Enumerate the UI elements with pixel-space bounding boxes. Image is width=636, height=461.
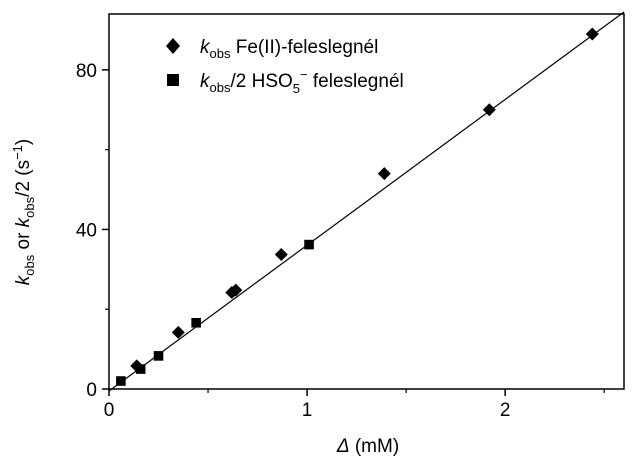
data-points xyxy=(116,27,599,386)
data-point-diamond xyxy=(377,167,391,181)
data-point-square xyxy=(135,364,146,374)
data-point-square xyxy=(191,317,201,328)
legend-diamond-marker xyxy=(166,38,180,54)
legend-square-marker xyxy=(167,74,179,86)
x-tick-label: 2 xyxy=(500,400,511,421)
data-point-square xyxy=(153,351,164,361)
data-point-square xyxy=(116,376,126,386)
x-axis-label: Δ (mM) xyxy=(336,436,399,457)
data-point-diamond xyxy=(482,103,496,117)
y-axis-label: kobs or kobs/2 (s−1) xyxy=(10,139,37,286)
x-tick-label: 0 xyxy=(104,400,115,421)
legend-label-series-2: kobs/2 HSO5− feleslegnél xyxy=(200,67,404,96)
data-point-square xyxy=(304,239,314,250)
data-point-diamond xyxy=(585,27,599,41)
legend-label-series-1: kobs Fe(II)-feleslegnél xyxy=(200,37,378,61)
axis-ticks: 0 1 2 0 40 80 xyxy=(76,61,605,421)
legend: kobs Fe(II)-feleslegnél kobs/2 HSO5− fel… xyxy=(166,37,404,96)
x-tick-label: 1 xyxy=(302,400,313,421)
plot-area xyxy=(108,11,625,392)
y-tick-label: 0 xyxy=(86,380,97,401)
data-point-diamond xyxy=(274,248,288,262)
plot-frame xyxy=(108,13,625,390)
y-tick-label: 40 xyxy=(76,220,97,241)
data-point-diamond xyxy=(229,283,243,297)
fit-line xyxy=(108,11,625,392)
data-point-diamond xyxy=(171,325,185,339)
y-tick-label: 80 xyxy=(76,61,97,82)
